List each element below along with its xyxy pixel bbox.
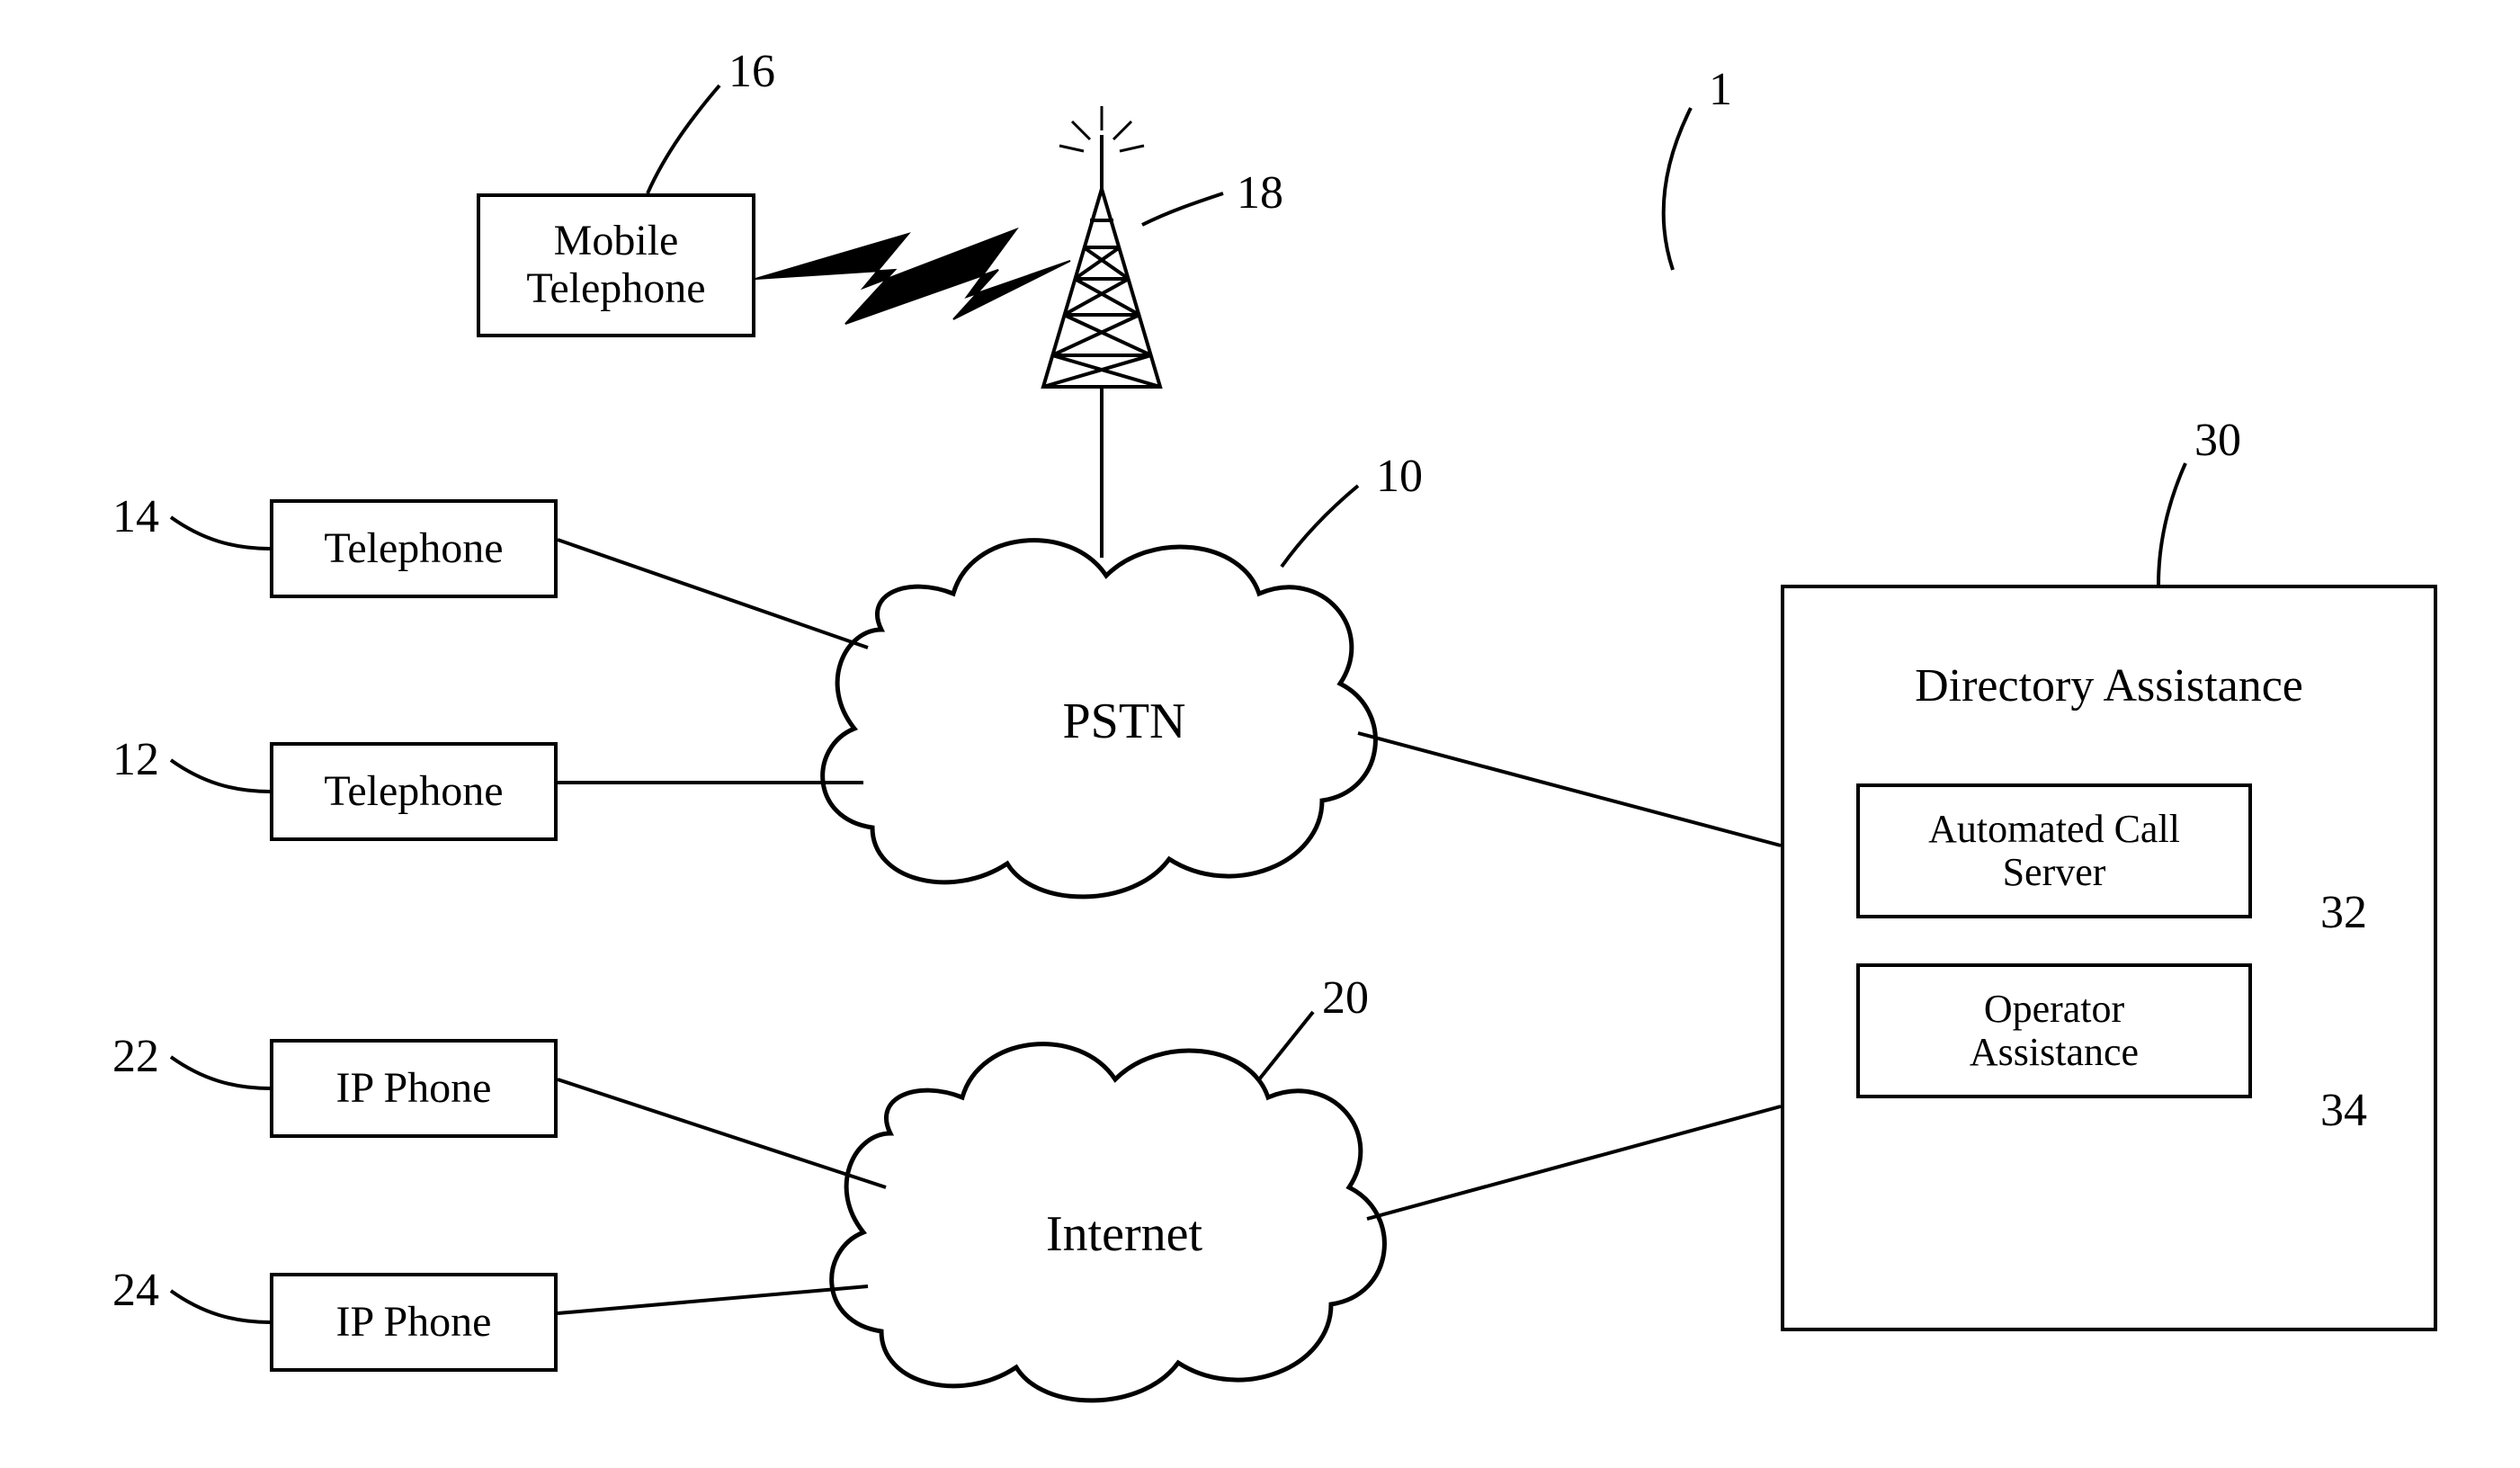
- tower-icon: [1043, 106, 1160, 387]
- telephone-14-label: Telephone: [324, 525, 503, 573]
- directory-assistance-box: Directory Assistance Automated Call Serv…: [1781, 585, 2437, 1331]
- ref-20: 20: [1322, 971, 1369, 1025]
- ip-phone-24-label: IP Phone: [336, 1299, 492, 1347]
- ref-12: 12: [112, 733, 159, 786]
- telephone-14-box: Telephone: [270, 499, 558, 598]
- operator-assistance-label: Operator Assistance: [1970, 988, 2139, 1075]
- ip-phone-22-box: IP Phone: [270, 1039, 558, 1138]
- ip-phone-24-box: IP Phone: [270, 1273, 558, 1372]
- lightning-icon: [755, 229, 1070, 324]
- ref-14: 14: [112, 490, 159, 543]
- ref-18: 18: [1237, 166, 1283, 219]
- internet-label: Internet: [998, 1205, 1250, 1263]
- connectors: [558, 387, 1781, 1313]
- directory-assistance-label: Directory Assistance: [1811, 660, 2407, 712]
- mobile-telephone-box: Mobile Telephone: [477, 193, 755, 337]
- ref-1: 1: [1709, 63, 1732, 116]
- automated-call-server-box: Automated Call Server: [1856, 783, 2252, 918]
- operator-assistance-box: Operator Assistance: [1856, 963, 2252, 1098]
- ref-22: 22: [112, 1030, 159, 1083]
- automated-call-server-label: Automated Call Server: [1928, 808, 2180, 895]
- ref-30: 30: [2194, 414, 2241, 467]
- ref-24: 24: [112, 1264, 159, 1317]
- ref-32: 32: [2320, 886, 2367, 939]
- ref-10: 10: [1376, 450, 1423, 503]
- diagram-canvas: Mobile Telephone Telephone Telephone IP …: [0, 0, 2520, 1468]
- telephone-12-box: Telephone: [270, 742, 558, 841]
- ip-phone-22-label: IP Phone: [336, 1065, 492, 1113]
- telephone-12-label: Telephone: [324, 768, 503, 816]
- ref-16: 16: [728, 45, 775, 98]
- mobile-telephone-label: Mobile Telephone: [526, 218, 705, 313]
- ref-34: 34: [2320, 1084, 2367, 1137]
- pstn-label: PSTN: [1016, 693, 1232, 750]
